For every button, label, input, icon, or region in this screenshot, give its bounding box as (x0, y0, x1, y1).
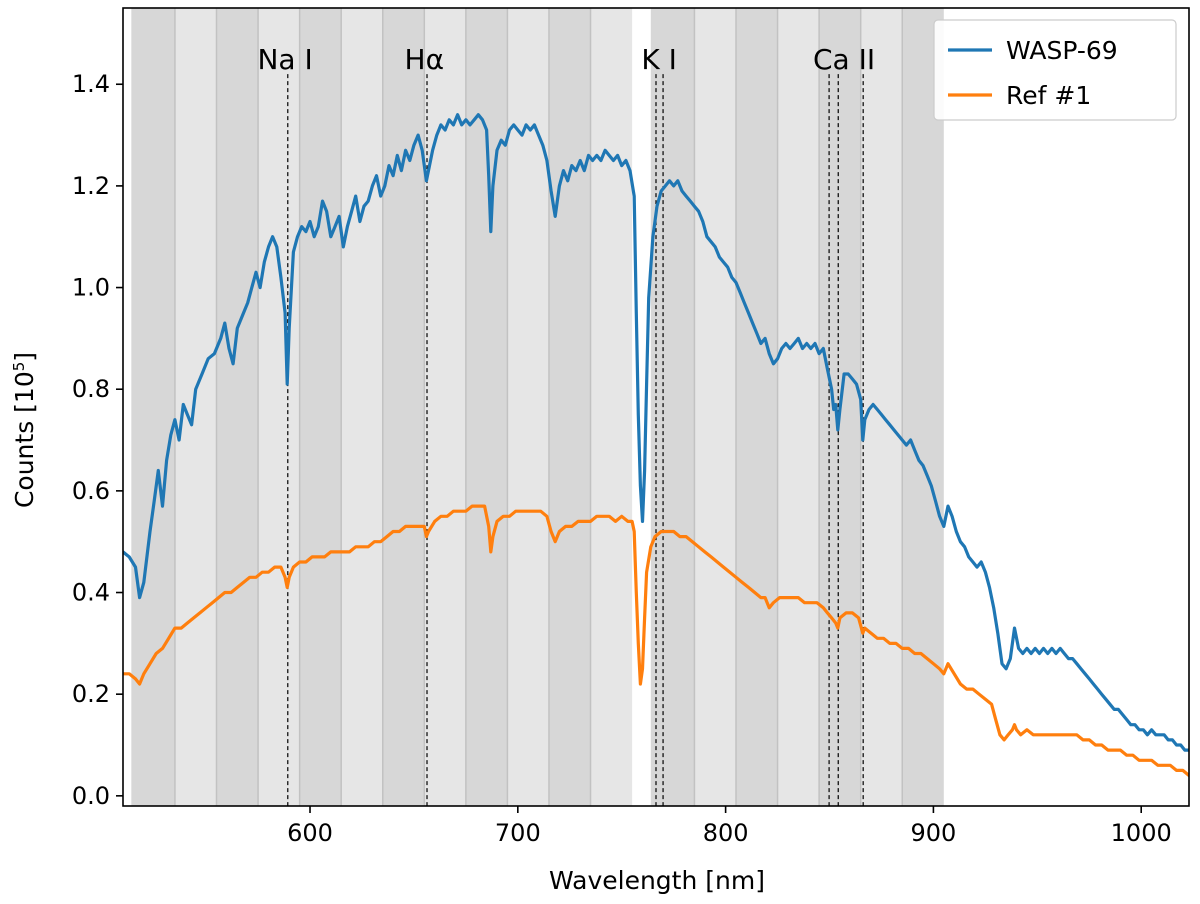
y-axis-label-close: ] (10, 352, 39, 362)
series-lines (123, 113, 1189, 778)
wavelength-bin (902, 8, 944, 806)
y-tick-label: 0.2 (72, 680, 110, 708)
plot-frame (122, 7, 1190, 807)
y-tick-label: 0.4 (72, 579, 110, 607)
y-tick-label: 1.0 (72, 274, 110, 302)
wavelength-bin (258, 8, 300, 806)
x-axis-ticks: 600 700 800 900 1000 (287, 806, 1172, 847)
y-tick-label: 0.6 (72, 477, 110, 505)
legend-box (933, 19, 1177, 121)
y-axis-label-main: Counts [10 (10, 371, 39, 508)
x-tick-label: 700 (495, 819, 541, 847)
wavelength-bin (777, 8, 820, 806)
legend-label-wasp69: WASP-69 (1006, 36, 1118, 65)
series-line-ref1 (123, 504, 1189, 778)
spectral-line-labels: Na I Hα K I Ca II (257, 43, 875, 76)
wavelength-bin (590, 8, 633, 806)
wavelength-bin (131, 8, 175, 806)
wavelength-bin (860, 8, 903, 806)
wavelength-bin (341, 8, 383, 806)
x-tick-label: 600 (287, 819, 333, 847)
legend-label-ref1: Ref #1 (1006, 81, 1091, 110)
wavelength-bin (174, 8, 217, 806)
y-tick-label: 0.8 (72, 375, 110, 403)
x-tick-label: 1000 (1111, 819, 1172, 847)
x-axis-label: Wavelength [nm] (549, 866, 765, 895)
wavelength-bin (299, 8, 342, 806)
spectral-line-label: Na I (257, 43, 312, 76)
y-axis-label-exponent: 5 (10, 362, 28, 372)
wavelength-bin (382, 8, 425, 806)
wavelength-bin (216, 8, 259, 806)
y-axis-ticks: 0.0 0.2 0.4 0.6 0.8 1.0 1.2 1.4 (72, 70, 123, 810)
x-tick-label: 800 (703, 819, 749, 847)
spectral-line-label: Ca II (813, 43, 875, 76)
spectral-line-label: Hα (405, 43, 445, 76)
series-line-wasp69 (123, 113, 1189, 752)
wavelength-bin (548, 8, 591, 806)
shaded-bins (131, 8, 944, 806)
legend: WASP-69 Ref #1 (933, 19, 1177, 121)
spectral-line-markers (287, 74, 864, 806)
wavelength-bin (694, 8, 737, 806)
spectral-line-label: K I (641, 43, 677, 76)
x-tick-label: 900 (911, 819, 957, 847)
y-axis-label: Counts [105] (10, 352, 39, 508)
wavelength-bin (736, 8, 778, 806)
y-tick-label: 0.0 (72, 782, 110, 810)
wavelength-bin (424, 8, 466, 806)
wavelength-bin (650, 8, 695, 806)
y-tick-label: 1.2 (72, 172, 110, 200)
y-tick-label: 1.4 (72, 70, 110, 98)
